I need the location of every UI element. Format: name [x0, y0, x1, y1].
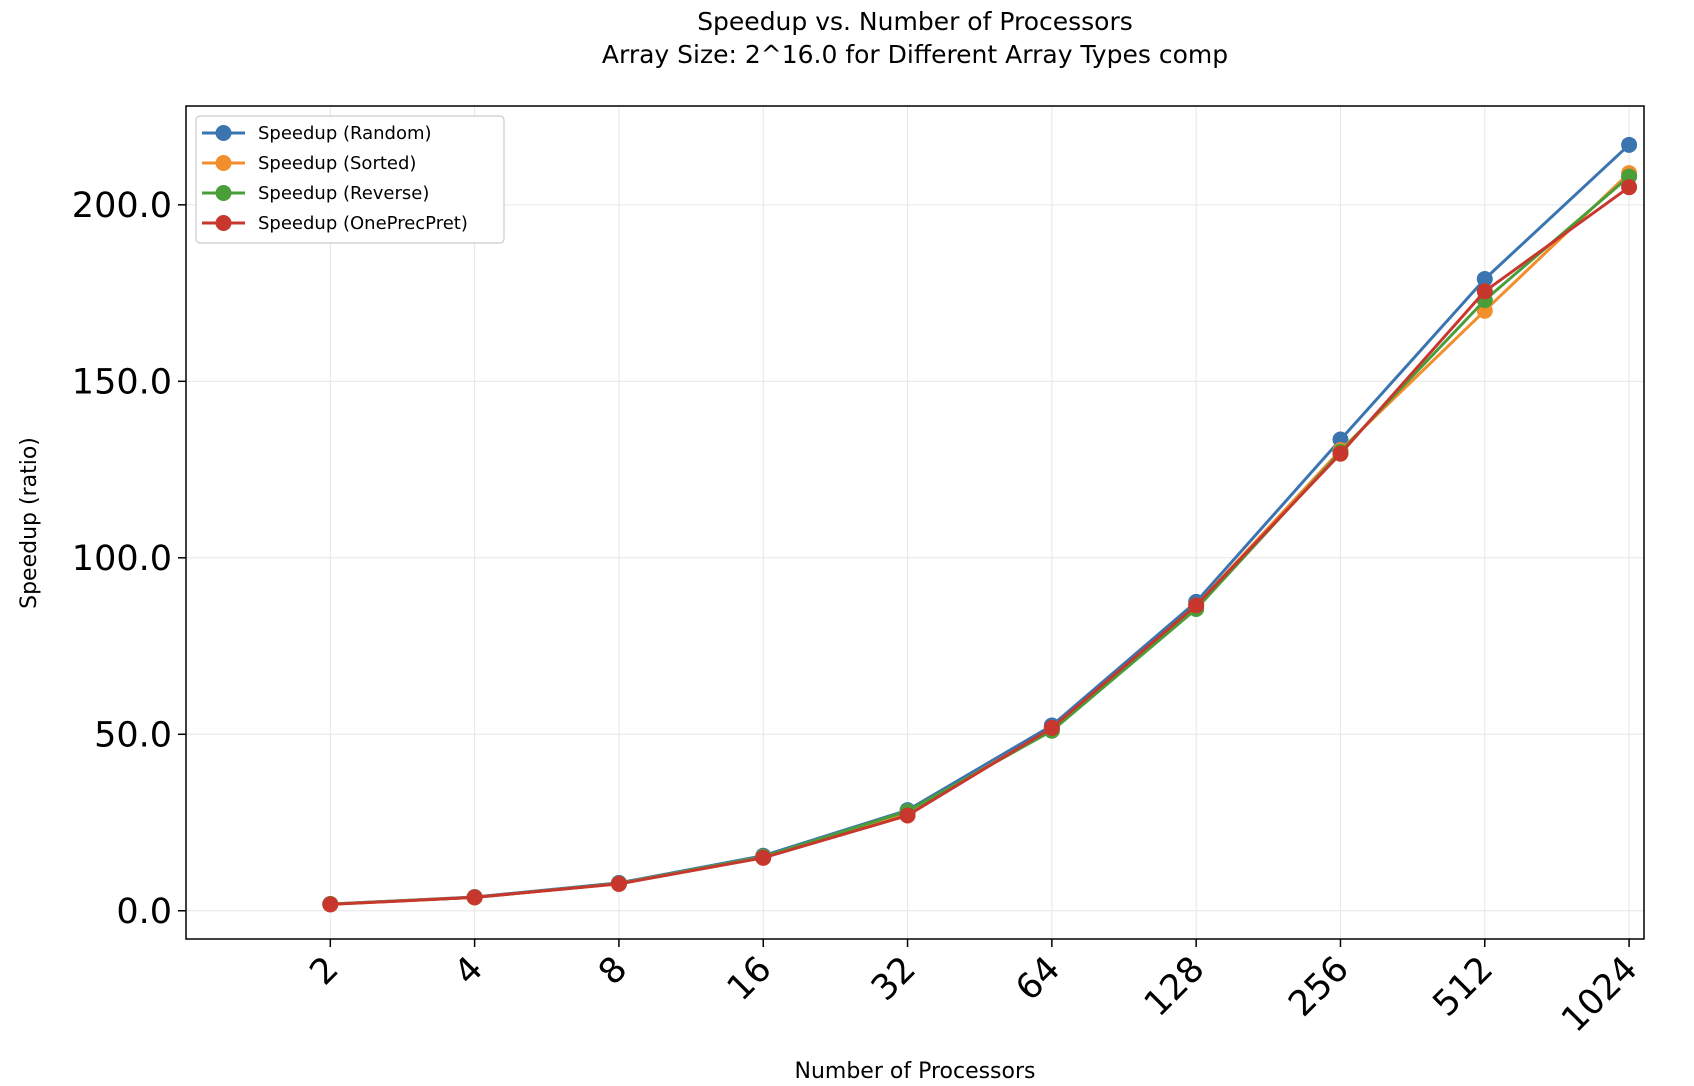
y-axis: 0.0 50.0 100.0 150.0 200.0 — [72, 186, 186, 932]
y-axis-label: Speedup (ratio) — [17, 437, 42, 609]
legend: Speedup (Random) Speedup (Sorted) Speedup … — [195, 115, 505, 244]
chart-subtitle: Array Size: 2^16.0 for Different Array T… — [602, 40, 1228, 69]
series-line — [330, 175, 1631, 906]
series-line — [330, 185, 1630, 906]
x-tick-label: 512 — [1426, 949, 1502, 1025]
x-tick-label: 32 — [864, 949, 924, 1009]
data-point — [466, 889, 483, 906]
legend-box — [195, 115, 505, 244]
data-point — [610, 875, 627, 892]
data-point — [1043, 719, 1060, 736]
legend-item: Speedup (Reverse) — [202, 183, 429, 204]
legend-item: Speedup (Random) — [202, 123, 432, 144]
series-line — [330, 172, 1631, 906]
y-tick-label: 0.0 — [116, 892, 172, 932]
legend-marker — [215, 155, 232, 171]
data-point — [755, 849, 772, 866]
legend-marker — [215, 185, 232, 201]
data-point — [1621, 179, 1638, 196]
data-point — [1332, 445, 1349, 462]
legend-label: Speedup (Reverse) — [258, 183, 429, 204]
legend-label: Speedup (Random) — [258, 123, 432, 144]
x-axis-label: Number of Processors — [795, 1059, 1036, 1084]
data-point — [322, 896, 339, 913]
legend-marker — [215, 215, 232, 231]
data-point — [1621, 136, 1638, 153]
x-axis: 2 4 8 16 32 64 128 256 512 1024 — [303, 939, 1645, 1040]
legend-label: Speedup (OnePrecPret) — [258, 213, 468, 234]
x-tick-label: 1024 — [1554, 949, 1645, 1040]
x-tick-label: 128 — [1137, 949, 1213, 1025]
chart-title: Speedup vs. Number of Processors — [697, 7, 1133, 36]
x-tick-label: 8 — [591, 949, 635, 993]
grid — [186, 106, 1644, 939]
series-layer — [322, 136, 1638, 913]
y-tick-label: 50.0 — [94, 715, 172, 755]
data-point — [1188, 597, 1205, 614]
plot-area — [185, 105, 1645, 940]
y-tick-label: 100.0 — [72, 539, 172, 579]
data-point — [899, 807, 916, 824]
data-point — [1476, 283, 1493, 300]
x-tick-label: 16 — [720, 949, 780, 1009]
legend-item: Speedup (OnePrecPret) — [202, 213, 468, 234]
x-tick-label: 256 — [1281, 949, 1357, 1025]
x-tick-label: 4 — [447, 949, 491, 993]
series-4 — [322, 179, 1638, 913]
x-tick-label: 64 — [1008, 949, 1068, 1009]
x-tick-label: 2 — [303, 949, 347, 993]
y-tick-label: 200.0 — [72, 186, 172, 226]
legend-label: Speedup (Sorted) — [258, 153, 416, 174]
data-point — [1476, 270, 1493, 287]
series-1 — [322, 136, 1638, 913]
y-tick-label: 150.0 — [72, 362, 172, 402]
series-line — [330, 143, 1631, 906]
series-3 — [322, 168, 1638, 913]
series-2 — [322, 165, 1638, 913]
legend-marker — [215, 125, 232, 141]
legend-item: Speedup (Sorted) — [202, 153, 416, 174]
